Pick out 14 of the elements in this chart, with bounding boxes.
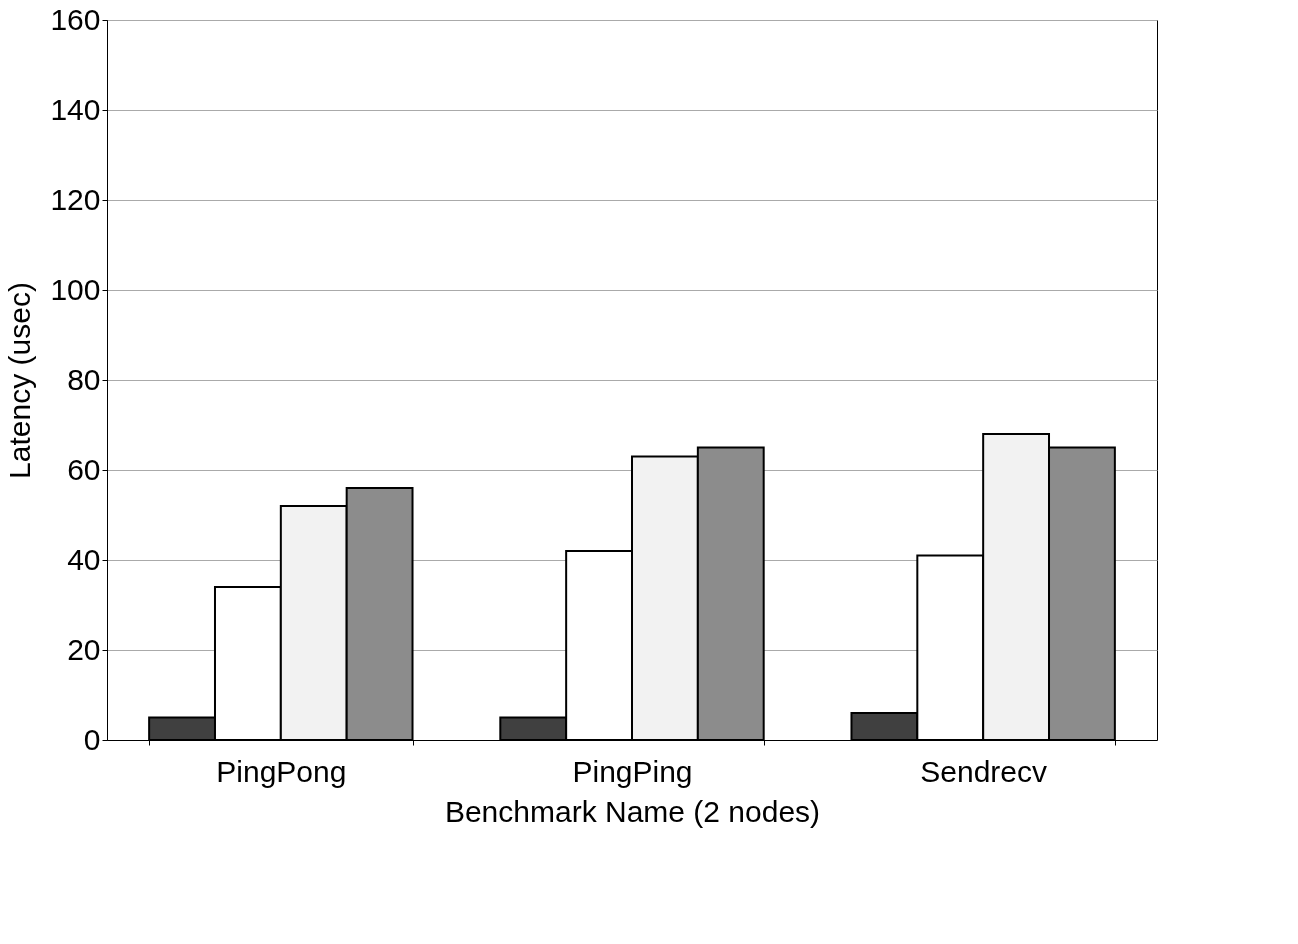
y-tick-label: 60 — [67, 452, 101, 486]
y-axis-title: Latency (usec) — [3, 282, 37, 479]
x-tick-label: PingPing — [572, 754, 693, 788]
y-tick-label: 160 — [50, 2, 101, 36]
y-tick-label: 100 — [50, 272, 101, 306]
y-tick-label: 40 — [67, 542, 101, 576]
y-tick-label: 0 — [83, 722, 101, 756]
y-tick-label: 120 — [50, 182, 101, 216]
x-tick-label: Sendrecv — [920, 754, 1048, 788]
y-tick-label: 20 — [67, 632, 101, 666]
y-tick-label: 80 — [67, 362, 101, 396]
x-axis-title: Benchmark Name (2 nodes) — [444, 794, 821, 828]
y-tick-label: 140 — [50, 92, 101, 126]
x-tick-label: PingPong — [216, 754, 347, 788]
